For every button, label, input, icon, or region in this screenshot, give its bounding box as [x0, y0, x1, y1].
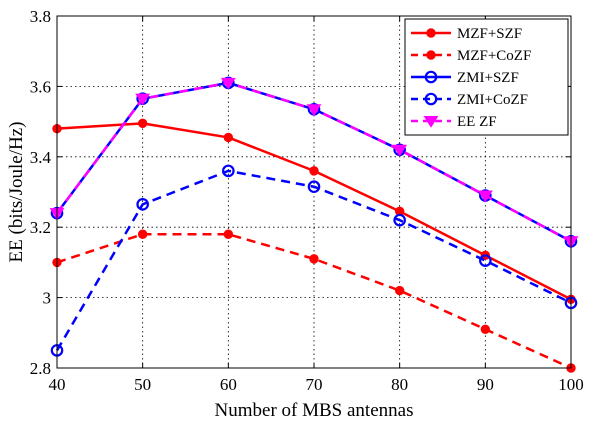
legend-item: MZF+SZF: [411, 26, 522, 42]
data-point: [480, 324, 491, 334]
data-point: [393, 213, 406, 227]
data-point: [479, 254, 492, 267]
legend-item: ZMI+CoZF: [411, 92, 528, 108]
legend-label: MZF+SZF: [457, 26, 522, 42]
data-point: [220, 77, 236, 90]
legend: MZF+SZF MZF+CoZF ZMI+SZF ZMI+CoZF EE ZF: [404, 18, 569, 136]
data-point: [137, 118, 148, 129]
legend-item: ZMI+SZF: [411, 70, 519, 86]
y-tick-label: 3.2: [30, 218, 51, 237]
data-point: [222, 164, 235, 178]
data-point: [394, 285, 405, 296]
data-point: [392, 144, 408, 157]
plot-frame: [56, 15, 572, 369]
legend-marker: [426, 28, 436, 38]
x-tick-label: 70: [306, 375, 323, 394]
data-point: [136, 198, 149, 211]
legend-marker: [424, 92, 438, 106]
legend-label: ZMI+CoZF: [457, 92, 528, 108]
series-line: [55, 169, 572, 352]
data-point: [137, 229, 148, 239]
x-tick-label: 100: [558, 375, 584, 394]
legend-label: EE ZF: [457, 114, 497, 130]
legend-marker: [424, 70, 438, 84]
data-point: [309, 254, 319, 264]
data-point: [307, 180, 321, 194]
data-point: [223, 229, 234, 239]
legend-item: EE ZF: [411, 114, 497, 130]
y-tick-label: 3: [43, 289, 52, 308]
tick-labels: 40 50 60 70 80 90 100 2.8 3 3.2 3.4 3.6 3.8: [30, 7, 584, 394]
x-tick-label: 40: [49, 375, 66, 394]
legend-marker: [426, 50, 436, 60]
data-point: [477, 190, 493, 203]
legend-label: ZMI+SZF: [457, 70, 519, 86]
data-point: [135, 93, 151, 106]
x-tick-label: 50: [134, 375, 151, 394]
data-point: [309, 166, 319, 176]
y-tick-label: 3.8: [30, 7, 51, 26]
data-point: [223, 132, 234, 143]
legend-marker: [423, 115, 439, 128]
series-mzf-cozf: [52, 229, 576, 373]
y-tick-label: 2.8: [30, 359, 51, 378]
y-tick-label: 3.6: [30, 77, 51, 96]
legend-label: MZF+CoZF: [457, 48, 531, 64]
data-point: [306, 104, 322, 117]
x-tick-label: 60: [220, 375, 237, 394]
y-tick-label: 3.4: [30, 148, 52, 167]
y-axis-label: EE (bits/Joule/Hz): [6, 122, 27, 263]
x-tick-label: 80: [391, 375, 408, 394]
x-tick-label: 90: [477, 375, 494, 394]
legend-item: MZF+CoZF: [411, 48, 531, 64]
x-axis-label: Number of MBS antennas: [215, 400, 414, 421]
